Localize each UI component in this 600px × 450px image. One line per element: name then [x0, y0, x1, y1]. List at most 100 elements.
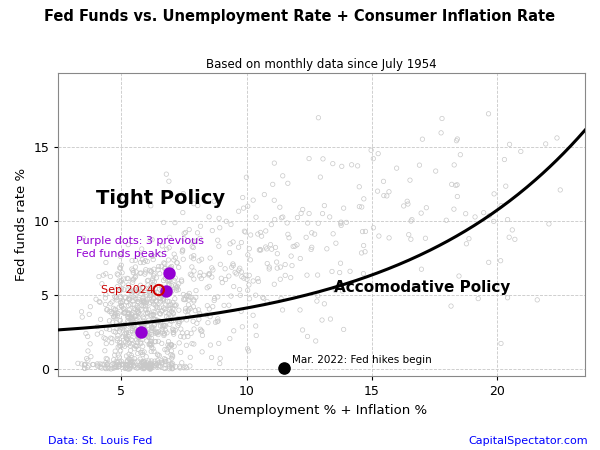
Point	[184, 301, 193, 308]
Point	[138, 295, 148, 302]
Point	[225, 249, 235, 256]
Point	[355, 203, 364, 210]
Point	[124, 311, 133, 318]
Point	[260, 191, 269, 198]
Point	[139, 328, 148, 336]
Point	[211, 319, 220, 326]
Point	[123, 357, 133, 364]
Point	[106, 308, 116, 315]
Point	[169, 251, 179, 258]
Point	[146, 361, 156, 369]
Point	[161, 358, 171, 365]
Point	[234, 243, 244, 251]
Point	[338, 288, 347, 295]
Point	[229, 327, 239, 334]
Point	[176, 349, 185, 356]
Point	[508, 226, 517, 234]
Point	[113, 312, 122, 319]
Point	[116, 294, 125, 302]
Point	[128, 327, 137, 334]
Point	[173, 315, 183, 322]
Point	[164, 344, 173, 351]
Point	[92, 360, 102, 367]
Point	[214, 215, 224, 222]
Point	[124, 310, 134, 317]
Point	[136, 282, 145, 289]
Point	[496, 202, 506, 209]
Point	[256, 246, 265, 253]
Point	[552, 135, 562, 142]
Point	[137, 302, 146, 309]
Point	[125, 342, 135, 350]
Point	[165, 281, 175, 288]
Point	[303, 220, 313, 227]
Point	[122, 298, 131, 306]
Point	[170, 219, 180, 226]
Point	[133, 308, 143, 315]
Point	[162, 313, 172, 320]
Point	[283, 180, 293, 187]
Point	[152, 304, 162, 311]
Point	[124, 356, 134, 363]
Point	[139, 299, 149, 306]
Point	[173, 318, 183, 325]
Point	[136, 252, 145, 259]
Point	[272, 265, 282, 272]
Point	[125, 363, 135, 370]
Point	[148, 345, 158, 352]
Point	[236, 239, 246, 246]
Point	[152, 361, 161, 368]
Point	[451, 182, 461, 189]
Point	[148, 286, 157, 293]
Point	[146, 348, 156, 355]
Point	[116, 277, 126, 284]
Point	[283, 219, 292, 226]
Point	[143, 310, 152, 317]
Point	[110, 347, 120, 355]
Point	[146, 283, 156, 290]
Point	[406, 217, 416, 225]
Point	[215, 224, 224, 231]
Point	[146, 360, 155, 367]
Point	[185, 305, 195, 312]
Point	[246, 231, 256, 239]
Point	[154, 287, 164, 294]
Point	[81, 330, 91, 337]
Point	[139, 298, 148, 306]
Point	[145, 300, 155, 307]
Point	[152, 329, 162, 337]
Point	[112, 270, 122, 278]
Point	[133, 339, 142, 346]
Point	[188, 303, 198, 310]
Point	[197, 348, 207, 356]
Point	[189, 296, 199, 303]
Point	[149, 308, 158, 315]
Point	[115, 277, 124, 284]
Point	[265, 263, 274, 270]
Point	[129, 330, 139, 338]
Point	[503, 294, 512, 302]
Point	[147, 312, 157, 319]
Point	[114, 358, 124, 365]
Point	[484, 259, 494, 266]
Point	[140, 364, 150, 371]
Point	[302, 271, 312, 279]
Point	[293, 214, 302, 221]
Point	[143, 333, 153, 341]
Point	[446, 302, 456, 310]
Point	[142, 329, 152, 336]
Point	[128, 309, 137, 316]
Point	[80, 361, 89, 369]
Point	[131, 286, 140, 293]
Point	[234, 266, 244, 274]
Point	[138, 351, 148, 358]
Point	[146, 363, 155, 370]
Point	[122, 274, 132, 282]
Point	[175, 339, 184, 346]
Point	[212, 318, 222, 325]
Point	[164, 244, 174, 252]
Point	[235, 265, 245, 272]
Point	[139, 364, 149, 372]
Point	[367, 147, 376, 154]
Point	[134, 333, 143, 341]
